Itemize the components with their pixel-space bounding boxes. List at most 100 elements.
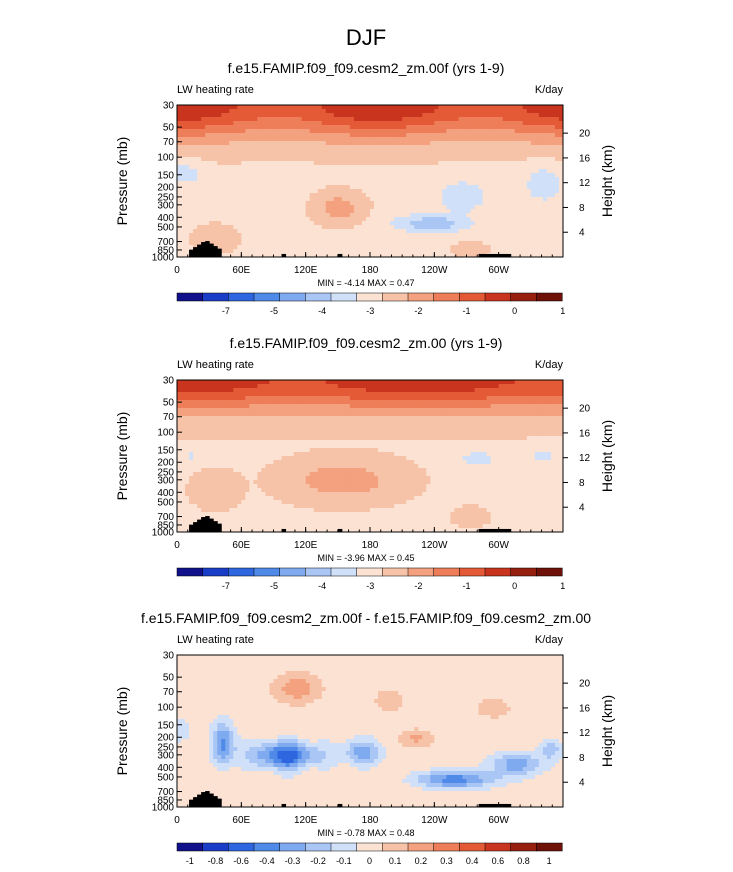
heatmap-cell <box>422 241 427 246</box>
heatmap-cell <box>434 404 439 409</box>
heatmap-cell <box>341 173 347 178</box>
heatmap-cell <box>289 153 295 158</box>
heatmap-cell <box>486 424 492 429</box>
heatmap-cell <box>349 221 355 226</box>
heatmap-cell <box>353 185 359 190</box>
heatmap-cell <box>514 225 520 230</box>
heatmap-cell <box>281 169 287 174</box>
heatmap-cell <box>378 113 383 118</box>
heatmap-cell <box>237 217 242 222</box>
heatmap-cell <box>241 137 246 142</box>
heatmap-cell <box>538 105 544 110</box>
heatmap-cell <box>305 169 311 174</box>
heatmap-cell <box>233 141 238 146</box>
heatmap-cell <box>273 113 279 118</box>
heatmap-cell <box>293 229 299 234</box>
heatmap-cell <box>402 201 407 206</box>
heatmap-cell <box>430 145 435 150</box>
heatmap-cell <box>458 249 463 254</box>
heatmap-cell <box>502 249 508 254</box>
heatmap-cell <box>378 173 383 178</box>
heatmap-cell <box>265 181 270 186</box>
heatmap-cell <box>309 245 315 250</box>
heatmap-cell <box>434 157 439 162</box>
heatmap-cell <box>309 149 315 154</box>
heatmap-cell <box>458 161 463 166</box>
heatmap-cell <box>394 141 399 146</box>
heatmap-cell <box>438 221 443 226</box>
heatmap-cell <box>398 241 403 246</box>
heatmap-cell <box>482 125 488 130</box>
heatmap-cell <box>378 197 383 202</box>
heatmap-cell <box>265 197 270 202</box>
heatmap-cell <box>329 253 335 258</box>
heatmap-cell <box>337 233 343 238</box>
heatmap-cell <box>370 113 375 118</box>
heatmap-cell <box>402 125 407 130</box>
heatmap-cell <box>466 129 472 134</box>
heatmap-cell <box>382 113 387 118</box>
heatmap-cell <box>546 241 552 246</box>
heatmap-cell <box>450 189 455 194</box>
heatmap-cell <box>462 121 467 126</box>
heatmap-cell <box>518 153 524 158</box>
heatmap-cell <box>241 225 246 230</box>
heatmap-cell <box>273 392 279 397</box>
heatmap-cell <box>546 129 552 134</box>
heatmap-cell <box>233 205 238 210</box>
heatmap-cell <box>325 185 331 190</box>
heatmap-cell <box>201 384 206 389</box>
heatmap-cell <box>546 245 552 250</box>
heatmap-cell <box>414 237 419 242</box>
heatmap-cell <box>502 165 508 170</box>
heatmap-cell <box>365 384 371 389</box>
heatmap-cell <box>438 213 443 218</box>
heatmap-cell <box>329 193 335 198</box>
heatmap-cell <box>514 133 520 138</box>
heatmap-cell <box>341 141 347 146</box>
heatmap-cell <box>289 384 295 389</box>
heatmap-cell <box>554 400 560 405</box>
heatmap-cell <box>229 137 234 142</box>
heatmap-cell <box>422 249 427 254</box>
heatmap-cell <box>490 105 496 110</box>
heatmap-cell <box>470 412 476 417</box>
heatmap-cell <box>502 213 508 218</box>
heatmap-cell <box>257 420 262 425</box>
heatmap-cell <box>374 201 379 206</box>
heatmap-cell <box>410 380 415 385</box>
heatmap-cell <box>301 416 307 421</box>
heatmap-cell <box>478 217 484 222</box>
heatmap-cell <box>225 161 230 166</box>
heatmap-cell <box>530 404 536 409</box>
heatmap-cell <box>337 125 343 130</box>
heatmap-cell <box>317 157 323 162</box>
heatmap-cell <box>418 201 423 206</box>
heatmap-cell <box>229 165 234 170</box>
heatmap-cell <box>534 396 540 401</box>
heatmap-cell <box>430 400 435 405</box>
heatmap-cell <box>410 225 415 230</box>
heatmap-cell <box>426 109 431 114</box>
heatmap-cell <box>546 161 552 166</box>
heatmap-cell <box>510 165 516 170</box>
heatmap-cell <box>317 165 323 170</box>
heatmap-cell <box>550 113 556 118</box>
heatmap-cell <box>353 245 359 250</box>
y-tick-label: 200 <box>157 183 174 194</box>
heatmap-cell <box>506 217 512 222</box>
heatmap-cell <box>225 133 230 138</box>
heatmap-cell <box>197 161 202 166</box>
heatmap-cell <box>410 113 415 118</box>
heatmap-cell <box>386 145 391 150</box>
heatmap-cell <box>237 181 242 186</box>
heatmap-cell <box>382 396 387 401</box>
heatmap-cell <box>205 113 210 118</box>
heatmap-cell <box>261 109 266 114</box>
heatmap-cell <box>370 249 375 254</box>
heatmap-cell <box>386 249 391 254</box>
heatmap-cell <box>365 428 371 433</box>
heatmap-cell <box>285 149 291 154</box>
heatmap-cell <box>249 420 254 425</box>
heatmap-cell <box>337 141 343 146</box>
